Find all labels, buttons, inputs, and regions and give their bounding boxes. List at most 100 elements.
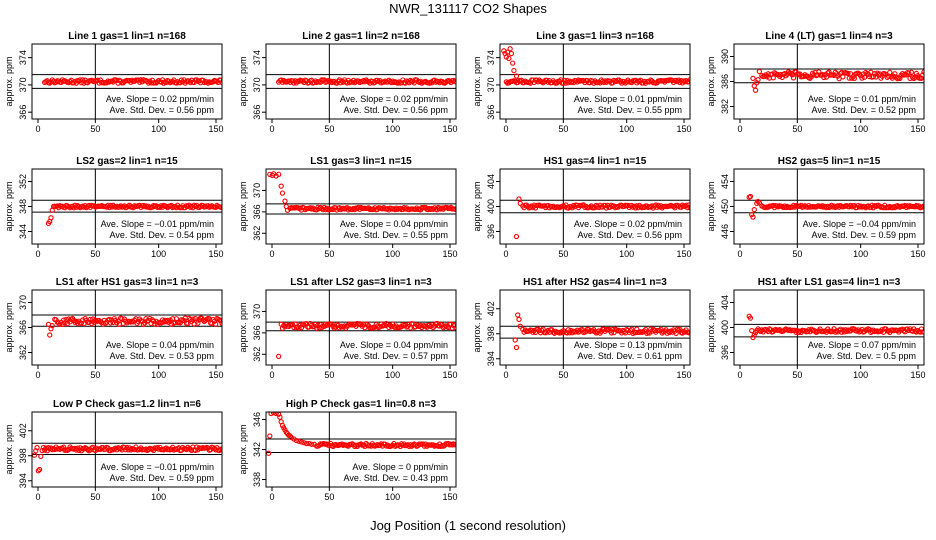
y-tick-label: 386 <box>720 74 730 89</box>
slope-annotation: Ave. Slope = 0.01 ppm/min <box>808 94 916 104</box>
data-point <box>276 171 282 178</box>
data-point <box>515 312 521 318</box>
data-point <box>452 322 456 328</box>
data-point <box>158 320 164 326</box>
x-tick-label: 150 <box>208 249 223 259</box>
chart-title: LS1 after HS1 gas=3 lin=1 n=3 <box>56 277 199 288</box>
y-tick-label: 362 <box>252 226 262 241</box>
data-point <box>293 437 300 444</box>
chart-panel: HS1 after LS1 gas=4 lin=1 n=3 0 50 100 150 39… <box>706 277 926 380</box>
data-point <box>47 332 53 338</box>
x-axis-caption: Jog Position (1 second resolution) <box>370 518 566 533</box>
y-tick-label: 366 <box>18 105 28 120</box>
data-point <box>789 72 795 78</box>
data-point <box>864 327 870 333</box>
y-axis-label: approx. ppm <box>472 302 482 352</box>
data-point <box>686 79 690 85</box>
x-tick-label: 0 <box>35 492 40 502</box>
data-point <box>32 452 38 458</box>
x-tick-label: 50 <box>90 249 100 259</box>
data-point <box>95 77 101 83</box>
data-point <box>77 77 83 83</box>
data-point <box>282 198 288 204</box>
data-point <box>513 344 520 351</box>
data-point <box>589 328 596 334</box>
data-point <box>532 329 539 336</box>
data-point <box>754 80 760 86</box>
chart-panel: HS2 gas=5 lin=1 n=15 0 50 100 150 446 450 454 ap… <box>706 156 926 259</box>
x-tick-label: 150 <box>442 492 457 502</box>
y-tick-label: 370 <box>486 77 496 92</box>
x-tick-label: 50 <box>324 492 334 502</box>
y-tick-label: 398 <box>18 448 28 463</box>
data-point <box>561 77 568 84</box>
y-tick-label: 370 <box>252 77 262 92</box>
data-point <box>278 183 284 189</box>
x-tick-label: 50 <box>90 492 100 502</box>
data-point <box>870 73 876 80</box>
slope-annotation: Ave. Slope = 0.07 ppm/min <box>808 340 916 350</box>
y-axis-label: approx. ppm <box>4 424 14 474</box>
data-point <box>770 75 776 81</box>
data-point <box>513 233 520 240</box>
data-point <box>277 414 283 420</box>
data-point <box>634 326 640 332</box>
x-tick-label: 150 <box>676 370 691 380</box>
x-tick-label: 50 <box>558 249 568 259</box>
y-tick-label: 366 <box>252 105 262 120</box>
plot-frame <box>31 411 223 488</box>
x-tick-label: 150 <box>910 124 925 134</box>
slope-annotation: Ave. Slope = 0 ppm/min <box>352 462 448 472</box>
x-tick-label: 50 <box>792 370 802 380</box>
data-point <box>837 326 844 332</box>
x-tick-label: 0 <box>503 249 508 259</box>
x-tick-label: 100 <box>151 370 166 380</box>
plot-frame <box>31 43 223 120</box>
x-tick-label: 150 <box>208 124 223 134</box>
y-tick-label: 398 <box>486 326 496 341</box>
chart-title: LS2 gas=2 lin=1 n=15 <box>76 156 178 167</box>
y-tick-label: 338 <box>252 472 262 487</box>
x-tick-label: 0 <box>269 370 274 380</box>
chart-title: High P Check gas=1 lin=0.8 n=3 <box>286 399 437 410</box>
chart-panel: HS1 after HS2 gas=4 lin=1 n=3 0 50 100 150 39… <box>472 277 692 380</box>
chart-panel: Line 3 gas=1 lin=3 n=168 0 50 100 150 366 370 3… <box>472 31 692 134</box>
data-point <box>751 206 757 213</box>
y-axis-label: approx. ppm <box>472 56 482 106</box>
data-point <box>426 322 433 328</box>
plot-frame <box>265 289 457 366</box>
y-tick-label: 342 <box>252 442 262 457</box>
chart-panel: Line 2 gas=1 lin=2 n=168 0 50 100 150 366 370 3… <box>238 31 458 134</box>
y-axis-label: approx. ppm <box>472 181 482 231</box>
y-tick-label: 374 <box>252 50 262 65</box>
page-title: NWR_131117 CO2 Shapes <box>389 1 547 16</box>
chart-title: Low P Check gas=1.2 lin=1 n=6 <box>53 399 201 410</box>
stddev-annotation: Ave. Std. Dev. = 0.59 ppm <box>812 230 916 240</box>
data-point <box>861 74 868 80</box>
y-tick-label: 366 <box>486 105 496 120</box>
slope-annotation: Ave. Slope = 0.13 ppm/min <box>574 340 682 350</box>
data-point <box>507 46 513 52</box>
x-tick-label: 0 <box>269 492 274 502</box>
plot-area <box>32 44 222 119</box>
y-tick-label: 394 <box>18 473 28 488</box>
chart-title: HS1 after LS1 gas=4 lin=1 n=3 <box>758 277 901 288</box>
data-point <box>298 439 305 445</box>
plot-area <box>734 169 924 244</box>
data-point <box>279 190 286 196</box>
data-point <box>119 316 125 322</box>
x-tick-label: 0 <box>35 370 40 380</box>
x-tick-label: 50 <box>792 124 802 134</box>
plot-area <box>32 169 222 244</box>
data-point <box>510 60 516 66</box>
x-tick-label: 150 <box>442 124 457 134</box>
y-axis-label: approx. ppm <box>706 302 716 352</box>
data-point <box>795 329 802 336</box>
data-point <box>747 315 754 321</box>
x-tick-label: 0 <box>737 249 742 259</box>
x-tick-label: 100 <box>385 124 400 134</box>
y-tick-label: 366 <box>252 325 262 340</box>
data-point <box>86 319 92 325</box>
data-point <box>687 204 690 211</box>
stddev-annotation: Ave. Std. Dev. = 0.5 ppm <box>817 351 916 361</box>
